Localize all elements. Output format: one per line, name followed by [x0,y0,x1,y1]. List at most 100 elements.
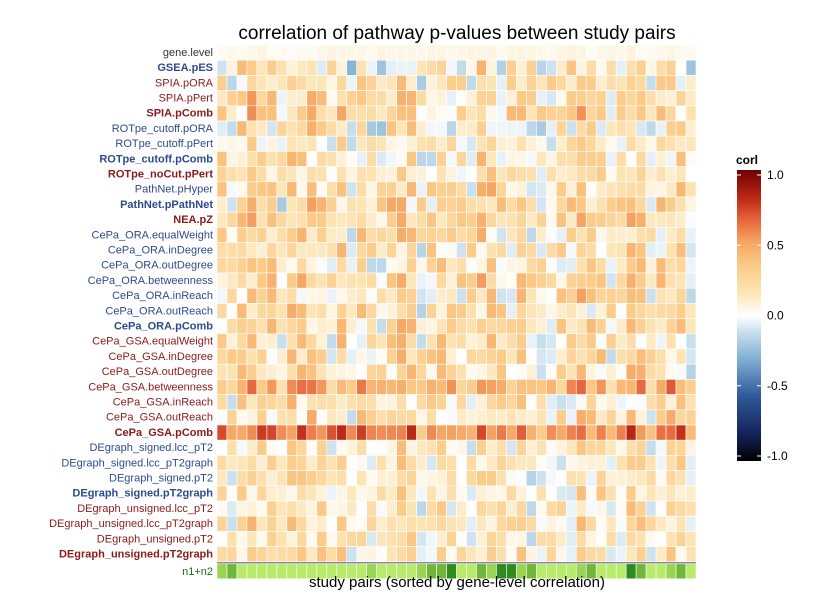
heatmap-cell [595,515,607,532]
heatmap-cell [565,227,577,243]
heatmap-cell [516,166,527,183]
heatmap-cell [296,227,308,243]
heatmap-cell [575,455,587,471]
heatmap-cell [366,303,377,319]
heatmap-cell [256,166,268,183]
row-label: PathNet.pHyper [135,184,214,196]
heatmap-cell [575,531,587,547]
heatmap-cell [256,105,268,122]
heatmap-cell [436,287,447,304]
heatmap-cell [546,500,557,517]
heatmap-cell [595,90,607,107]
heatmap-cell [256,303,268,319]
heatmap-cell [466,272,477,289]
heatmap-cell [296,59,308,76]
heatmap-cell [605,242,617,259]
heatmap-cell [256,287,268,304]
heatmap-cell [256,318,268,335]
heatmap-cell [595,151,607,167]
heatmap-cell [446,303,457,319]
heatmap-cell [635,135,647,152]
row-label: CePa_GSA.outDegree [102,366,213,378]
heatmap-cell [675,515,687,532]
heatmap-cell [316,394,328,411]
heatmap-cell [346,196,358,213]
heatmap-cell [555,272,567,289]
heatmap-cell [635,90,647,107]
size-cell [266,563,278,580]
heatmap-cell [346,287,358,304]
heatmap-cell [456,333,467,350]
heatmap-cell [426,303,437,319]
heatmap-cell [336,439,348,456]
heatmap-cell [675,75,687,91]
heatmap-cell [466,531,477,547]
heatmap-cell [296,515,308,532]
heatmap-cell [685,181,697,198]
heatmap-cell [256,151,268,167]
heatmap-cell [306,135,318,152]
heatmap-cell [236,318,248,335]
heatmap-cell [236,409,248,426]
heatmap-cell [685,379,697,395]
legend-tick-label: -1.0 [767,449,788,463]
heatmap-cell [286,470,298,487]
heatmap-cell [406,227,417,243]
heatmap-cell [306,531,318,547]
heatmap-cell [506,303,517,319]
heatmap-cell [555,135,567,152]
heatmap-cell [446,59,457,76]
heatmap-cell [585,90,597,107]
heatmap-cell [466,515,477,532]
heatmap-cell [386,105,397,122]
heatmap-cell [416,424,427,441]
heatmap-cell [645,242,657,259]
heatmap-cell [466,394,477,411]
heatmap-cell [486,75,497,91]
heatmap-cell [555,409,567,426]
heatmap-cell [595,394,607,411]
heatmap-cell [595,318,607,335]
heatmap-cell [615,272,627,289]
heatmap-cell [436,303,447,319]
heatmap-cell [326,515,338,532]
heatmap-cell [246,242,258,259]
heatmap-cell [406,44,417,61]
heatmap-cell [356,105,367,122]
heatmap-cell [426,196,437,213]
heatmap-cell [615,455,627,471]
heatmap-cell [436,333,447,350]
heatmap-cell [426,470,437,487]
heatmap-cell [306,470,318,487]
heatmap-cell [675,424,687,441]
heatmap-cell [266,439,278,456]
heatmap-cell [516,455,527,471]
heatmap-cell [406,166,417,183]
heatmap-cell [675,105,687,122]
heatmap-cell [675,379,687,395]
heatmap-cell [585,75,597,91]
heatmap-cell [276,287,288,304]
heatmap-cell [456,500,467,517]
heatmap-cell [326,455,338,471]
heatmap-cell [436,166,447,183]
heatmap-cell [536,75,547,91]
heatmap-cell [685,394,697,411]
heatmap-cell [216,546,228,563]
heatmap-cell [366,546,377,563]
heatmap-cell [426,515,437,532]
heatmap-cell [436,394,447,411]
heatmap-cell [406,120,417,137]
heatmap-cell [466,211,477,228]
heatmap-cell [326,333,338,350]
heatmap-cell [635,151,647,167]
heatmap-cell [416,181,427,198]
heatmap-cell [536,181,547,198]
heatmap-cell [526,348,537,365]
heatmap-cell [645,211,657,228]
heatmap-cell [516,211,527,228]
heatmap-cell [356,348,367,365]
heatmap-cell [236,500,248,517]
heatmap-cell [286,439,298,456]
